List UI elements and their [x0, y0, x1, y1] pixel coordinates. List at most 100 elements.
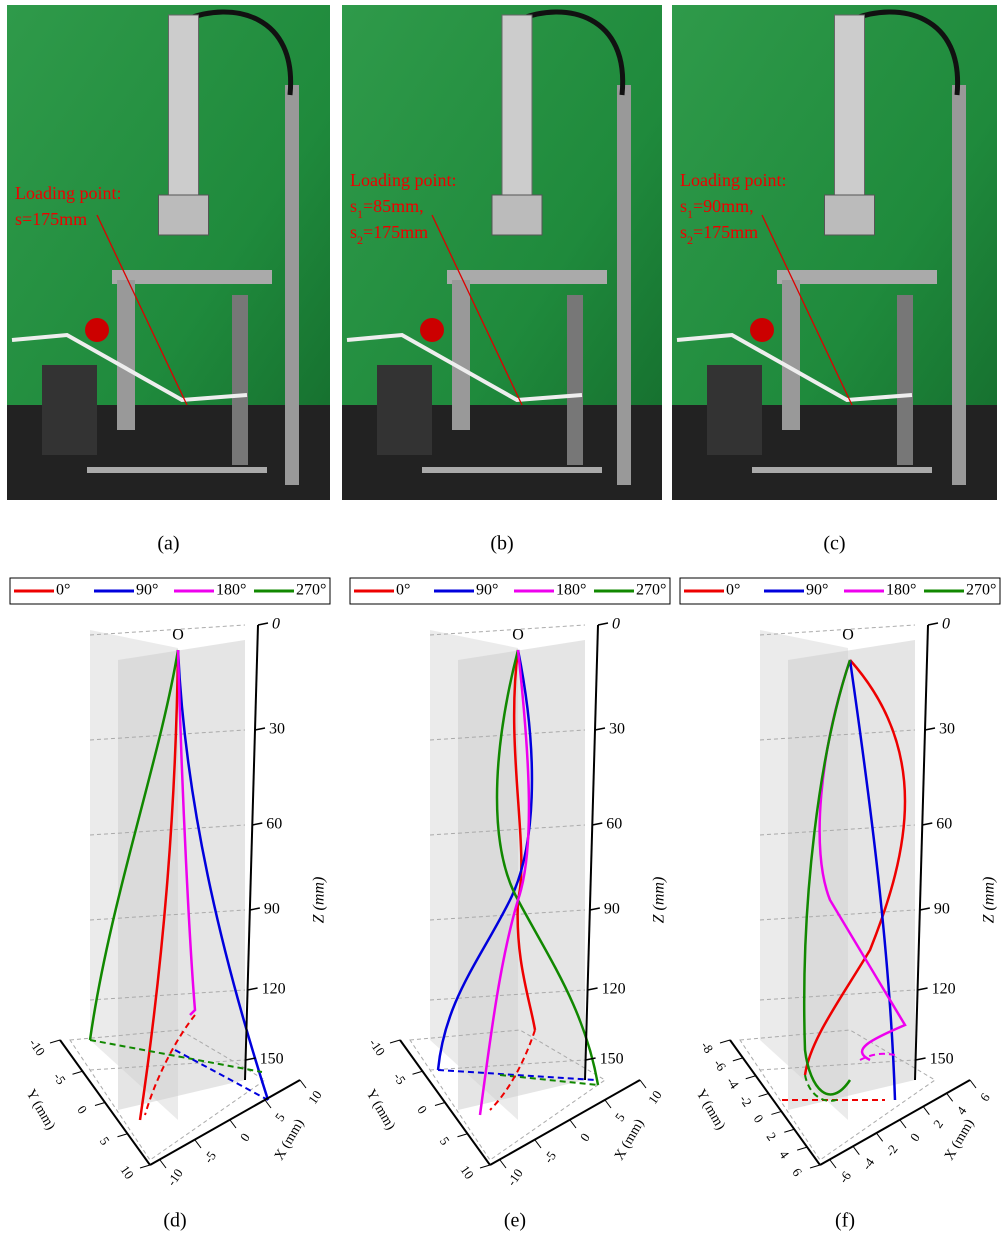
legend-label: 180°: [556, 582, 586, 599]
y-tick-label: -4: [724, 1074, 743, 1092]
z-tick: [585, 1057, 596, 1061]
x-tick-label: 6: [977, 1090, 993, 1104]
x-tick-label: 4: [953, 1103, 969, 1117]
grid-line: [429, 824, 586, 836]
z-tick: [257, 622, 269, 626]
grid-line: [89, 909, 246, 921]
z-axis-label: Z (mm): [651, 877, 668, 924]
origin-label: O: [172, 627, 184, 644]
z-tick: [254, 727, 266, 731]
y-axis-label: Y (mm): [23, 1087, 58, 1133]
frame-leg: [897, 295, 913, 465]
y-tick: [732, 1057, 744, 1062]
annotation-text: s: [680, 196, 687, 216]
x-axis-label: X (mm): [612, 1116, 648, 1163]
annotation-line: s2=175mm: [680, 222, 758, 247]
y-tick-label: 0: [751, 1112, 767, 1126]
annotation-text: =175mm: [363, 222, 428, 242]
x-tick: [159, 1159, 167, 1169]
annotation-line: Loading point:: [350, 170, 457, 190]
x-axis: [489, 1079, 641, 1166]
z-tick-label: 90: [604, 901, 620, 918]
caption: (f): [835, 1210, 855, 1232]
x-tick-label: -6: [836, 1168, 855, 1186]
x-tick: [899, 1119, 907, 1129]
x-tick: [264, 1099, 272, 1109]
y-tick: [479, 1164, 491, 1169]
z-tick: [927, 622, 939, 626]
frame-leg: [567, 295, 583, 465]
z-tick-label: 30: [609, 721, 625, 738]
x-tick: [922, 1106, 930, 1115]
grid-line: [89, 824, 246, 836]
floor: [739, 1029, 936, 1161]
annotation-line: Loading point:: [15, 183, 122, 203]
x-tick-label: 0: [907, 1130, 923, 1144]
grid-line: [429, 624, 586, 636]
z-tick: [915, 1057, 926, 1061]
red-knob: [85, 318, 109, 342]
caption: (b): [490, 533, 513, 555]
y-axis-label: Y (mm): [693, 1087, 728, 1133]
z-tick: [924, 727, 936, 731]
frame: [777, 270, 937, 284]
y-tick-label: 6: [789, 1165, 805, 1179]
z-tick-label: 30: [269, 721, 285, 738]
curve-dashed: [437, 1069, 596, 1081]
y-tick-label: 10: [457, 1163, 477, 1182]
grid-line: [759, 624, 916, 636]
z-tick: [597, 622, 609, 626]
frame: [112, 270, 272, 284]
z-axis: [244, 624, 259, 1081]
legend-label: 270°: [296, 582, 326, 599]
grid-line: [429, 909, 586, 921]
ruler: [422, 467, 602, 473]
y-tick-label: 10: [117, 1163, 137, 1182]
ruler: [87, 467, 267, 473]
stage: [42, 365, 97, 455]
z-axis-label: Z (mm): [981, 877, 998, 924]
x-tick: [569, 1119, 577, 1129]
curve: [802, 659, 852, 1096]
annotation-text: Loading point:: [15, 183, 122, 203]
annotation-line: Loading point:: [680, 170, 787, 190]
x-tick-label: 2: [930, 1117, 946, 1131]
cable: [849, 9, 961, 96]
z-tick-label: 150: [600, 1051, 624, 1068]
legend-label: 90°: [136, 582, 158, 599]
legend-label: 270°: [966, 582, 996, 599]
subscript: 1: [687, 207, 693, 221]
z-axis: [584, 624, 599, 1081]
z-tick-label: 120: [932, 981, 956, 998]
instrument: [676, 332, 913, 403]
legend-label: 0°: [56, 582, 70, 599]
y-tick: [434, 1102, 446, 1106]
annotation: Loading point: s=175mm: [15, 183, 122, 229]
y-axis: [729, 1039, 821, 1166]
pillar: [285, 85, 299, 485]
annotation-text: =85mm,: [363, 196, 424, 216]
legend-label: 0°: [396, 582, 410, 599]
y-tick-label: -2: [737, 1092, 756, 1109]
legend-label: 180°: [886, 582, 916, 599]
z-tick: [922, 822, 933, 826]
caption: (a): [157, 533, 179, 555]
x-tick-label: 0: [237, 1130, 253, 1144]
origin-label: O: [842, 627, 854, 644]
annotation-line: s2=175mm: [350, 222, 428, 247]
grid-line: [429, 729, 586, 741]
photo-panel: Loading point: s1=90mm, s2=175mm: [672, 5, 997, 500]
x-tick-label: 10: [305, 1088, 325, 1107]
y-tick-label: -8: [698, 1038, 717, 1055]
curve-dashed: [804, 1074, 841, 1102]
y-tick: [117, 1133, 128, 1138]
x-tick: [946, 1093, 954, 1102]
x-tick: [852, 1146, 860, 1155]
curve-dashed: [144, 1014, 196, 1116]
grid-line: [759, 909, 916, 921]
z-tick: [589, 907, 601, 911]
grid-line: [89, 729, 246, 741]
annotation-line: s1=90mm,: [680, 196, 754, 221]
